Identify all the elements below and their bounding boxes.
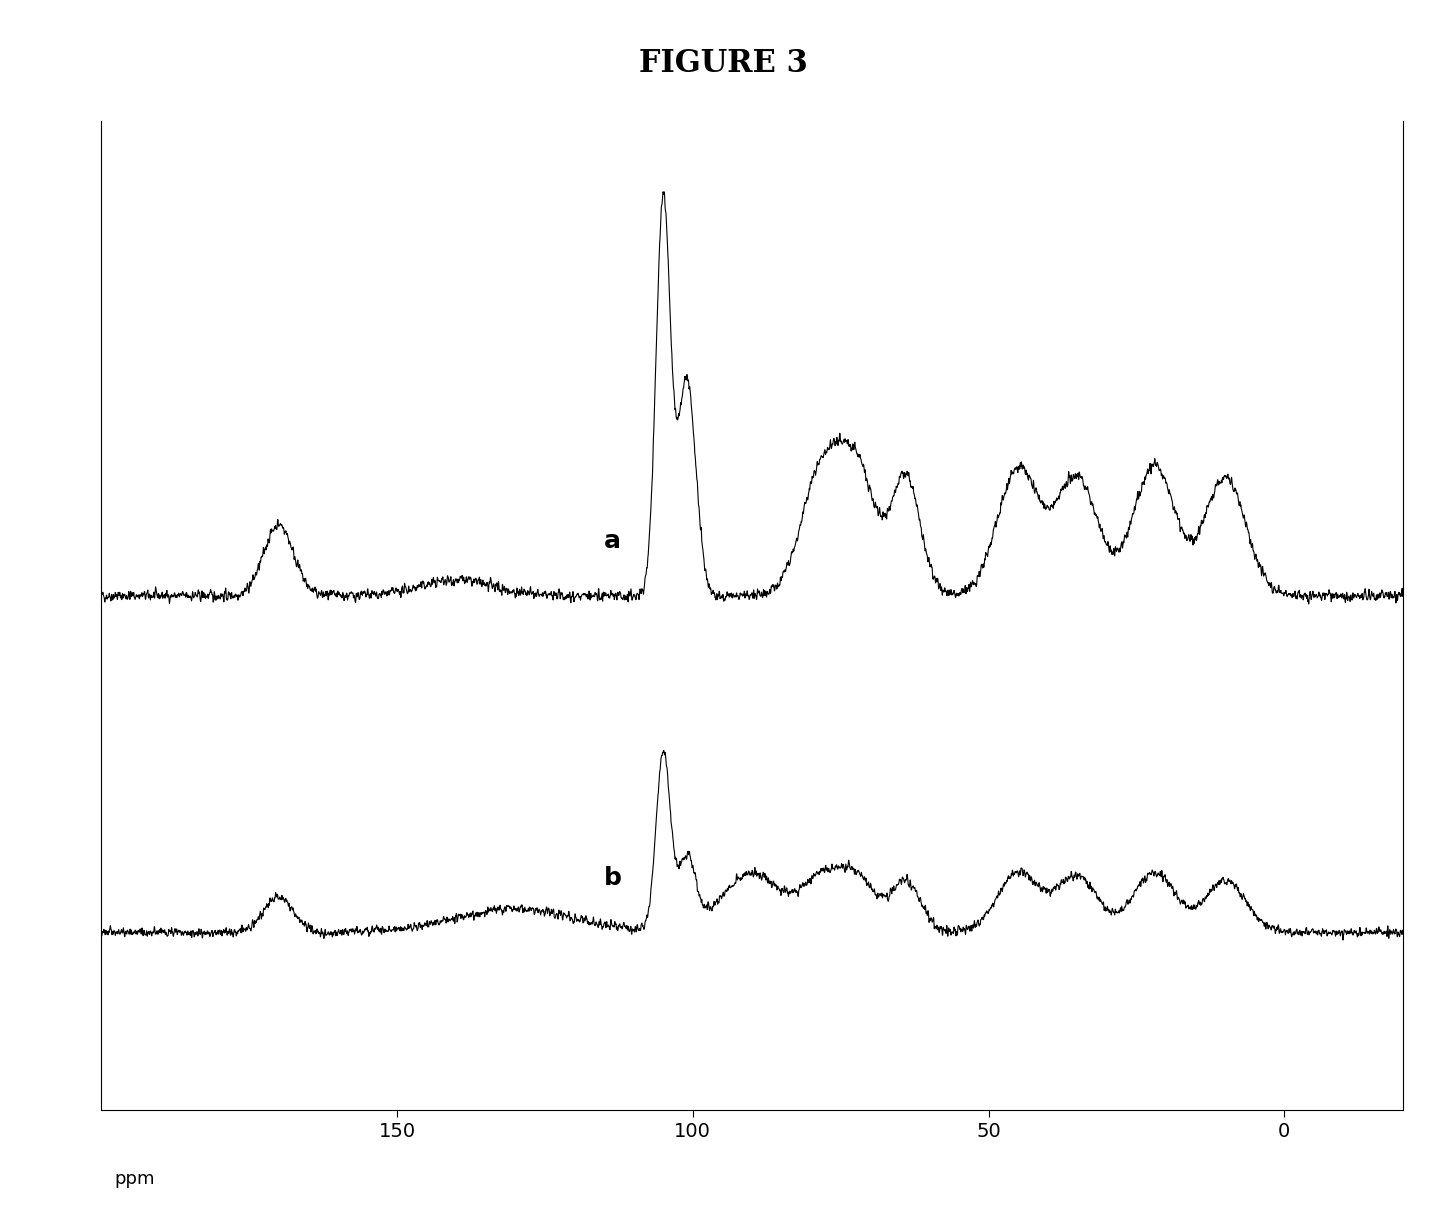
Text: a: a <box>604 529 620 553</box>
Text: ppm: ppm <box>114 1170 155 1188</box>
Text: FIGURE 3: FIGURE 3 <box>639 48 807 80</box>
Text: b: b <box>604 865 622 890</box>
